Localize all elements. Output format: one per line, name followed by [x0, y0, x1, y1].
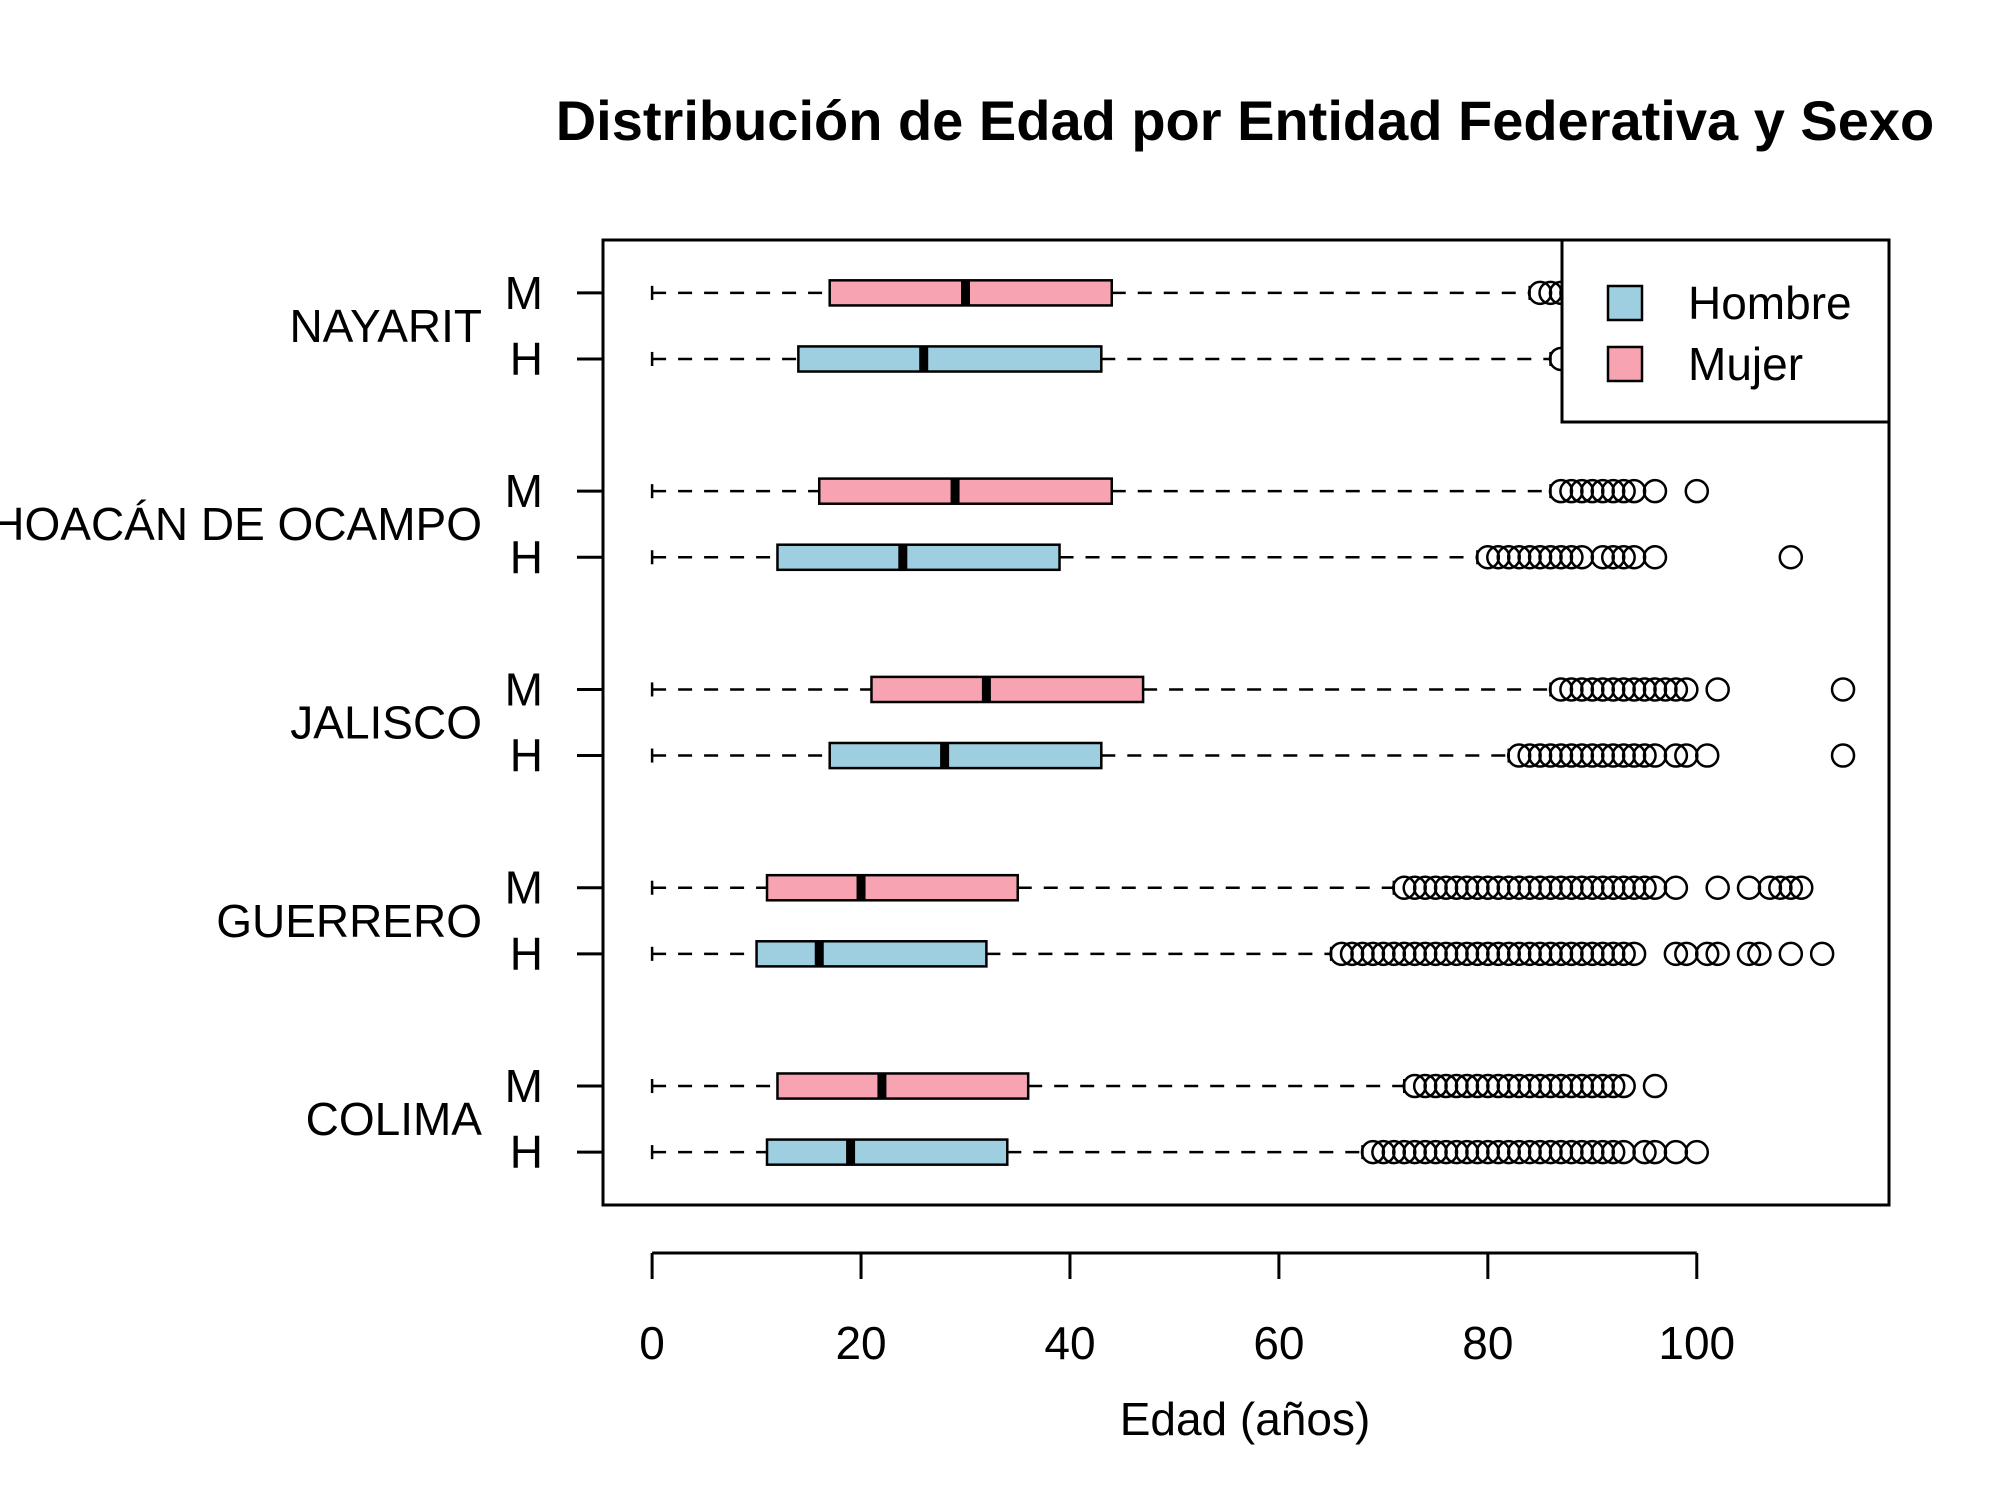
outlier-point [1621, 941, 1647, 967]
chart-title: Distribución de Edad por Entidad Federat… [556, 89, 1935, 152]
plot-frame [601, 238, 1891, 1207]
box-mujer [650, 279, 1584, 307]
box-group-michoac-n-de-ocampo [650, 477, 1804, 572]
box-mujer [650, 477, 1710, 505]
outlier-point [1632, 743, 1657, 768]
sex-label: M [505, 267, 543, 319]
outlier-point [1778, 875, 1804, 900]
outlier-point [1642, 545, 1668, 570]
outlier-point [1736, 941, 1762, 967]
box-mujer [650, 1072, 1668, 1100]
sex-label: M [505, 663, 543, 715]
box-group-guerrero [650, 873, 1835, 968]
outlier-point [1830, 743, 1856, 768]
legend: Hombre Mujer [1560, 238, 1891, 424]
sex-label: M [505, 862, 543, 914]
x-tick-label: 0 [639, 1317, 665, 1369]
group-label: NAYARIT [289, 300, 482, 352]
outlier-point [1778, 941, 1804, 967]
y-axis: HMCOLIMAHMGUERREROHMJALISCOHMMICHOACÁN D… [0, 267, 603, 1178]
legend-swatch [1606, 284, 1644, 322]
box-iqr [828, 741, 1103, 770]
box-iqr [765, 1138, 1009, 1166]
group-label: JALISCO [290, 697, 482, 749]
outlier-point [1788, 875, 1814, 900]
group-label: MICHOACÁN DE OCAMPO [0, 498, 482, 550]
legend-label: Mujer [1688, 338, 1803, 390]
outlier-point [1663, 875, 1689, 900]
outlier-point [1705, 941, 1730, 967]
outlier-point [1663, 1139, 1689, 1165]
x-tick-label: 40 [1044, 1317, 1095, 1369]
box-iqr [870, 675, 1145, 704]
sex-label: H [510, 1126, 543, 1178]
outlier-point [1809, 941, 1835, 967]
box-hombre [650, 1138, 1710, 1166]
outlier-point [1674, 677, 1699, 702]
box-hombre [650, 940, 1835, 968]
sex-label: M [505, 465, 543, 517]
box-group-jalisco [650, 675, 1856, 770]
box-iqr [755, 940, 988, 968]
box-mujer [650, 675, 1856, 704]
sex-label: H [510, 333, 543, 385]
group-label: GUERRERO [216, 895, 482, 947]
outlier-point [1705, 875, 1730, 900]
box-hombre [650, 345, 1574, 373]
legend-label: Hombre [1688, 277, 1852, 329]
outlier-point [1778, 545, 1804, 570]
outlier-point [1611, 545, 1636, 570]
outlier-point [1600, 1139, 1626, 1165]
box-group-colima [650, 1072, 1710, 1166]
x-tick-label: 80 [1462, 1317, 1513, 1369]
x-tick-label: 20 [835, 1317, 886, 1369]
box-iqr [776, 1072, 1030, 1100]
x-axis: 0 20 40 60 80 100 [639, 1251, 1735, 1369]
box-iqr [828, 279, 1114, 307]
sex-label: H [510, 531, 543, 583]
box-mujer [650, 873, 1814, 902]
box-iqr [817, 477, 1114, 505]
outlier-point [1736, 875, 1762, 900]
outlier-point [1559, 545, 1584, 570]
outlier-point [1663, 941, 1689, 967]
x-tick-label: 60 [1253, 1317, 1304, 1369]
sex-label: H [510, 730, 543, 782]
outlier-point [1694, 743, 1720, 768]
outlier-point [1611, 478, 1636, 504]
legend-item-hombre: Hombre [1606, 277, 1852, 329]
outlier-point [1747, 941, 1772, 967]
x-axis-label: Edad (años) [1120, 1393, 1371, 1445]
outlier-point [1663, 743, 1689, 768]
group-label: COLIMA [306, 1093, 483, 1145]
box-iqr [797, 345, 1103, 373]
box-iqr [765, 873, 1019, 902]
legend-swatch [1606, 345, 1644, 383]
outlier-point [1600, 1073, 1626, 1099]
outlier-point [1642, 1073, 1668, 1099]
outlier-point [1642, 478, 1668, 504]
outlier-point [1684, 478, 1710, 504]
outlier-point [1611, 1073, 1636, 1099]
outlier-point [1694, 941, 1720, 967]
legend-box [1560, 238, 1891, 424]
box-iqr [776, 543, 1061, 572]
outlier-point [1705, 677, 1730, 702]
outlier-point [1830, 677, 1856, 702]
box-hombre [650, 543, 1804, 572]
box-group-nayarit [650, 279, 1584, 373]
plot-area [650, 279, 1856, 1166]
outlier-point [1684, 1139, 1710, 1165]
outlier-point [1611, 941, 1636, 967]
box-hombre [650, 741, 1856, 770]
outlier-point [1632, 1139, 1657, 1165]
x-tick-label: 100 [1658, 1317, 1735, 1369]
sex-label: H [510, 928, 543, 980]
outlier-point [1632, 875, 1657, 900]
legend-item-mujer: Mujer [1606, 338, 1803, 390]
outlier-point [1663, 677, 1689, 702]
sex-label: M [505, 1060, 543, 1112]
